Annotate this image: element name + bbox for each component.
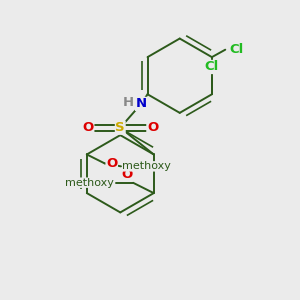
Text: Cl: Cl [230,43,244,56]
Text: N: N [136,98,147,110]
Text: O: O [106,157,117,170]
Text: O: O [82,121,94,134]
Text: O: O [147,121,158,134]
Text: methoxy: methoxy [65,178,114,188]
Text: S: S [116,121,125,134]
Text: H: H [123,96,134,109]
Text: O: O [122,168,133,181]
Text: Cl: Cl [205,61,219,74]
Text: methoxy: methoxy [122,161,171,171]
